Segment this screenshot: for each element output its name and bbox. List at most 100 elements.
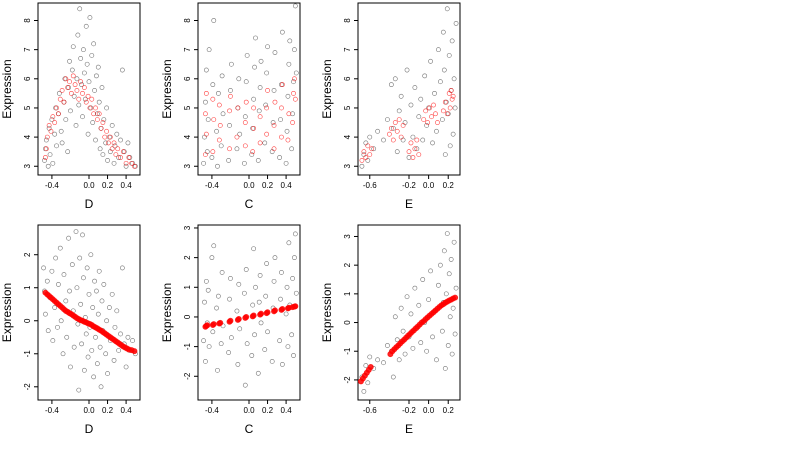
data-point xyxy=(77,255,83,261)
data-point xyxy=(406,155,412,160)
red-data-point xyxy=(81,85,87,90)
data-point xyxy=(426,297,432,302)
x-tick-label: 0.0 xyxy=(83,181,95,190)
data-point xyxy=(385,343,390,348)
data-point xyxy=(214,305,219,311)
data-point xyxy=(47,152,53,157)
data-point xyxy=(98,384,104,390)
data-point xyxy=(237,131,243,137)
red-data-point xyxy=(444,111,450,117)
red-data-point xyxy=(235,316,242,323)
data-point xyxy=(227,296,232,302)
x-tick-label: 0.0 xyxy=(83,406,95,415)
data-point xyxy=(90,120,96,125)
red-data-point xyxy=(210,321,217,328)
data-point xyxy=(116,155,122,160)
data-point xyxy=(428,58,433,64)
data-point xyxy=(50,338,56,343)
data-point xyxy=(109,291,115,297)
data-point xyxy=(77,6,83,12)
data-point xyxy=(236,76,242,82)
red-data-point xyxy=(210,96,216,102)
red-data-point xyxy=(100,120,106,125)
data-point xyxy=(392,314,398,320)
data-point xyxy=(289,332,295,338)
y-tick-label: 1 xyxy=(183,285,192,290)
data-point xyxy=(80,232,85,238)
data-point xyxy=(385,117,390,123)
data-point xyxy=(285,93,291,99)
x-tick-label: 0.4 xyxy=(281,406,293,415)
y-axis-label: Expression xyxy=(0,59,14,118)
y-axis-label: Expression xyxy=(320,59,334,118)
data-point xyxy=(398,305,404,311)
data-point xyxy=(86,291,92,297)
red-data-point xyxy=(271,123,277,128)
red-data-point xyxy=(400,123,406,128)
data-point xyxy=(93,137,98,143)
data-point xyxy=(412,85,418,90)
red-data-point xyxy=(427,105,432,111)
red-data-point xyxy=(63,76,69,82)
data-point xyxy=(119,67,125,73)
data-point xyxy=(94,111,100,117)
red-data-point xyxy=(203,90,209,96)
data-point xyxy=(442,152,448,157)
x-tick-label: -0.6 xyxy=(363,181,377,190)
data-point xyxy=(453,21,459,26)
data-point xyxy=(257,85,263,90)
data-point xyxy=(71,344,77,350)
data-point xyxy=(49,268,55,274)
red-data-point xyxy=(96,111,102,117)
data-point xyxy=(400,137,406,143)
data-point xyxy=(444,6,450,12)
data-point xyxy=(235,362,241,367)
y-tick-label: 3 xyxy=(23,163,32,168)
y-tick-label: 1 xyxy=(343,291,352,296)
data-point xyxy=(437,262,443,268)
y-tick-label: 7 xyxy=(343,47,352,52)
data-point xyxy=(209,255,215,261)
x-tick-label: 0.4 xyxy=(281,181,293,190)
data-point xyxy=(434,357,439,363)
data-point xyxy=(279,362,285,367)
data-point xyxy=(271,278,277,284)
data-point xyxy=(210,329,216,335)
data-point xyxy=(447,143,453,149)
data-point xyxy=(412,285,418,291)
data-point xyxy=(410,345,416,351)
data-point xyxy=(68,364,73,370)
panel-top-middle: -0.4 0.0 0.2 0.4 3 4 5 6 7 8 C Expression xyxy=(160,2,301,211)
y-tick-label: 6 xyxy=(183,76,192,81)
data-point xyxy=(441,248,447,254)
data-point xyxy=(226,158,231,163)
x-tick-label: 0.2 xyxy=(262,406,274,415)
data-point xyxy=(79,341,84,347)
y-tick-label: -1 xyxy=(23,350,32,358)
y-tick-label: 4 xyxy=(183,134,192,139)
data-point xyxy=(443,291,449,297)
red-data-point xyxy=(89,96,95,102)
data-point xyxy=(262,347,268,352)
red-data-point xyxy=(87,105,93,111)
red-data-point xyxy=(203,111,208,117)
red-data-point xyxy=(363,155,369,160)
y-tick-label: 3 xyxy=(183,225,192,230)
y-axis-label: Expression xyxy=(160,59,174,118)
data-point xyxy=(447,314,453,320)
data-point xyxy=(114,131,120,137)
red-data-point xyxy=(102,134,108,140)
red-data-point xyxy=(292,303,299,310)
red-data-point xyxy=(251,125,257,131)
x-tick-label: 0.0 xyxy=(243,181,255,190)
y-tick-label: 6 xyxy=(23,76,32,81)
data-point xyxy=(277,338,282,344)
data-point xyxy=(286,240,292,246)
data-point xyxy=(450,305,456,311)
data-point xyxy=(219,73,225,79)
y-tick-label: 5 xyxy=(23,105,32,110)
data-point xyxy=(82,96,88,102)
red-data-point xyxy=(359,158,365,163)
data-point xyxy=(201,338,206,344)
red-data-point xyxy=(365,143,371,149)
